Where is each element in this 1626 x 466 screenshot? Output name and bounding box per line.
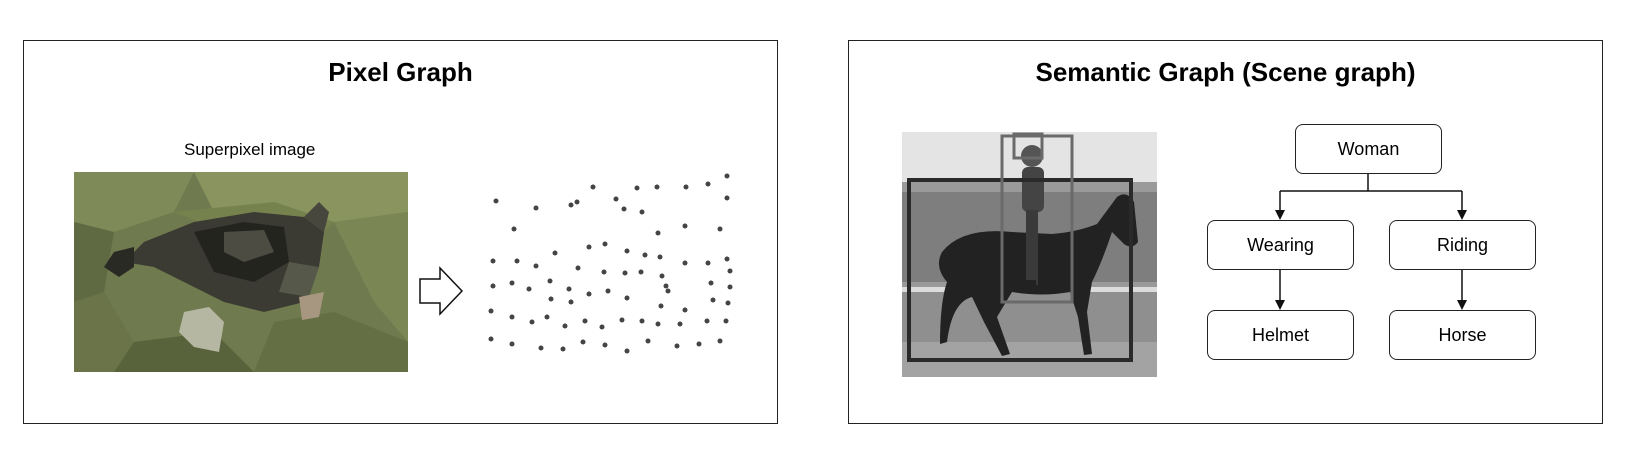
superpixel-caption: Superpixel image (184, 140, 316, 159)
node-helmet: Helmet (1207, 310, 1354, 360)
horse-rider-photo (902, 132, 1157, 377)
right-arrow-icon (419, 266, 464, 316)
superpixel-image (74, 172, 408, 372)
semantic-graph-panel: Semantic Graph (Scene graph) (848, 40, 1603, 424)
pixel-graph-title: Pixel Graph (328, 57, 473, 87)
semantic-graph-title: Semantic Graph (Scene graph) (1035, 57, 1416, 87)
node-woman: Woman (1295, 124, 1442, 174)
pixel-graph-panel: Pixel Graph Superpixel image (23, 40, 778, 424)
node-horse: Horse (1389, 310, 1536, 360)
node-wearing: Wearing (1207, 220, 1354, 270)
pixel-graph-dots (488, 173, 733, 354)
node-riding: Riding (1389, 220, 1536, 270)
graph-edges (1275, 174, 1467, 310)
